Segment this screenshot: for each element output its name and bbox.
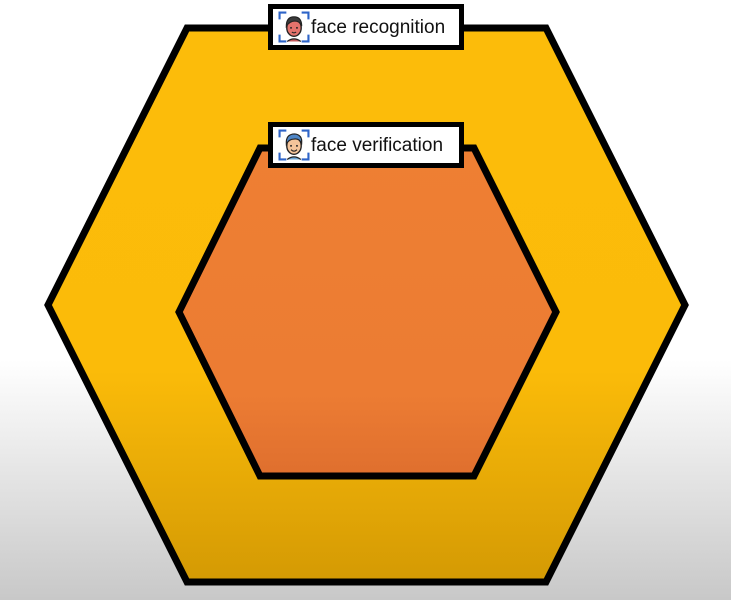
face-recognition-icon <box>278 11 310 43</box>
face-recognition-text: face recognition <box>311 16 446 38</box>
inner-hexagon <box>175 144 560 480</box>
face-recognition-label: face recognition <box>268 4 464 50</box>
face-verification-text: face verification <box>311 134 444 156</box>
face-verification-label: face verification <box>268 122 464 168</box>
face-verification-icon <box>278 129 310 161</box>
